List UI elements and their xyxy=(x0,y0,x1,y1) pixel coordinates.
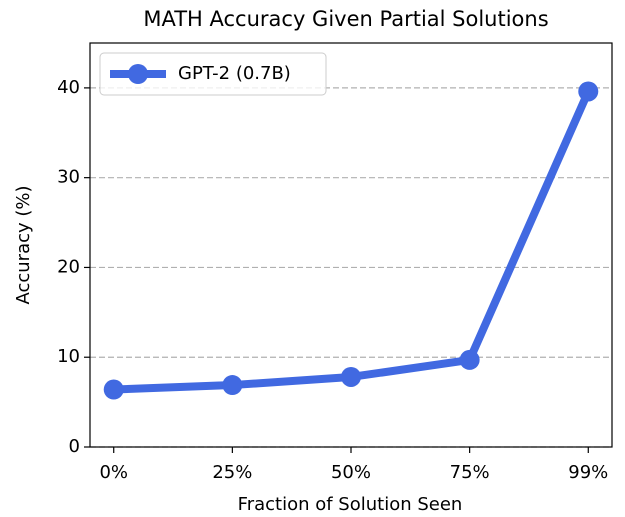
legend-box xyxy=(99,52,327,96)
point xyxy=(578,81,599,102)
x-tick-label: 50% xyxy=(331,462,371,483)
y-tick-label: 0 xyxy=(69,436,80,457)
x-tick-label: 99% xyxy=(568,462,608,483)
y-tick-label: 30 xyxy=(57,167,80,188)
y-axis-label: Accuracy (%) xyxy=(13,185,34,304)
y-tick-label: 40 xyxy=(57,77,80,98)
point xyxy=(341,366,361,387)
point xyxy=(222,375,243,396)
legend-label: GPT-2 (0.7B) xyxy=(178,63,291,84)
y-tick-label: 20 xyxy=(57,256,80,277)
chart-title: MATH Accuracy Given Partial Solutions xyxy=(143,7,548,31)
line xyxy=(113,89,592,394)
x-tick-label: 75% xyxy=(450,462,490,483)
legend-marker xyxy=(128,64,148,84)
legend: GPT-2 (0.7B) xyxy=(99,52,327,96)
point xyxy=(459,349,480,370)
y-tick-label: 10 xyxy=(57,346,80,367)
x-tick-label: 0% xyxy=(99,462,128,483)
x-axis-label: Fraction of Solution Seen xyxy=(238,494,463,515)
x-tick-label: 25% xyxy=(212,462,252,483)
plot-frame xyxy=(89,42,613,448)
point xyxy=(103,379,124,400)
